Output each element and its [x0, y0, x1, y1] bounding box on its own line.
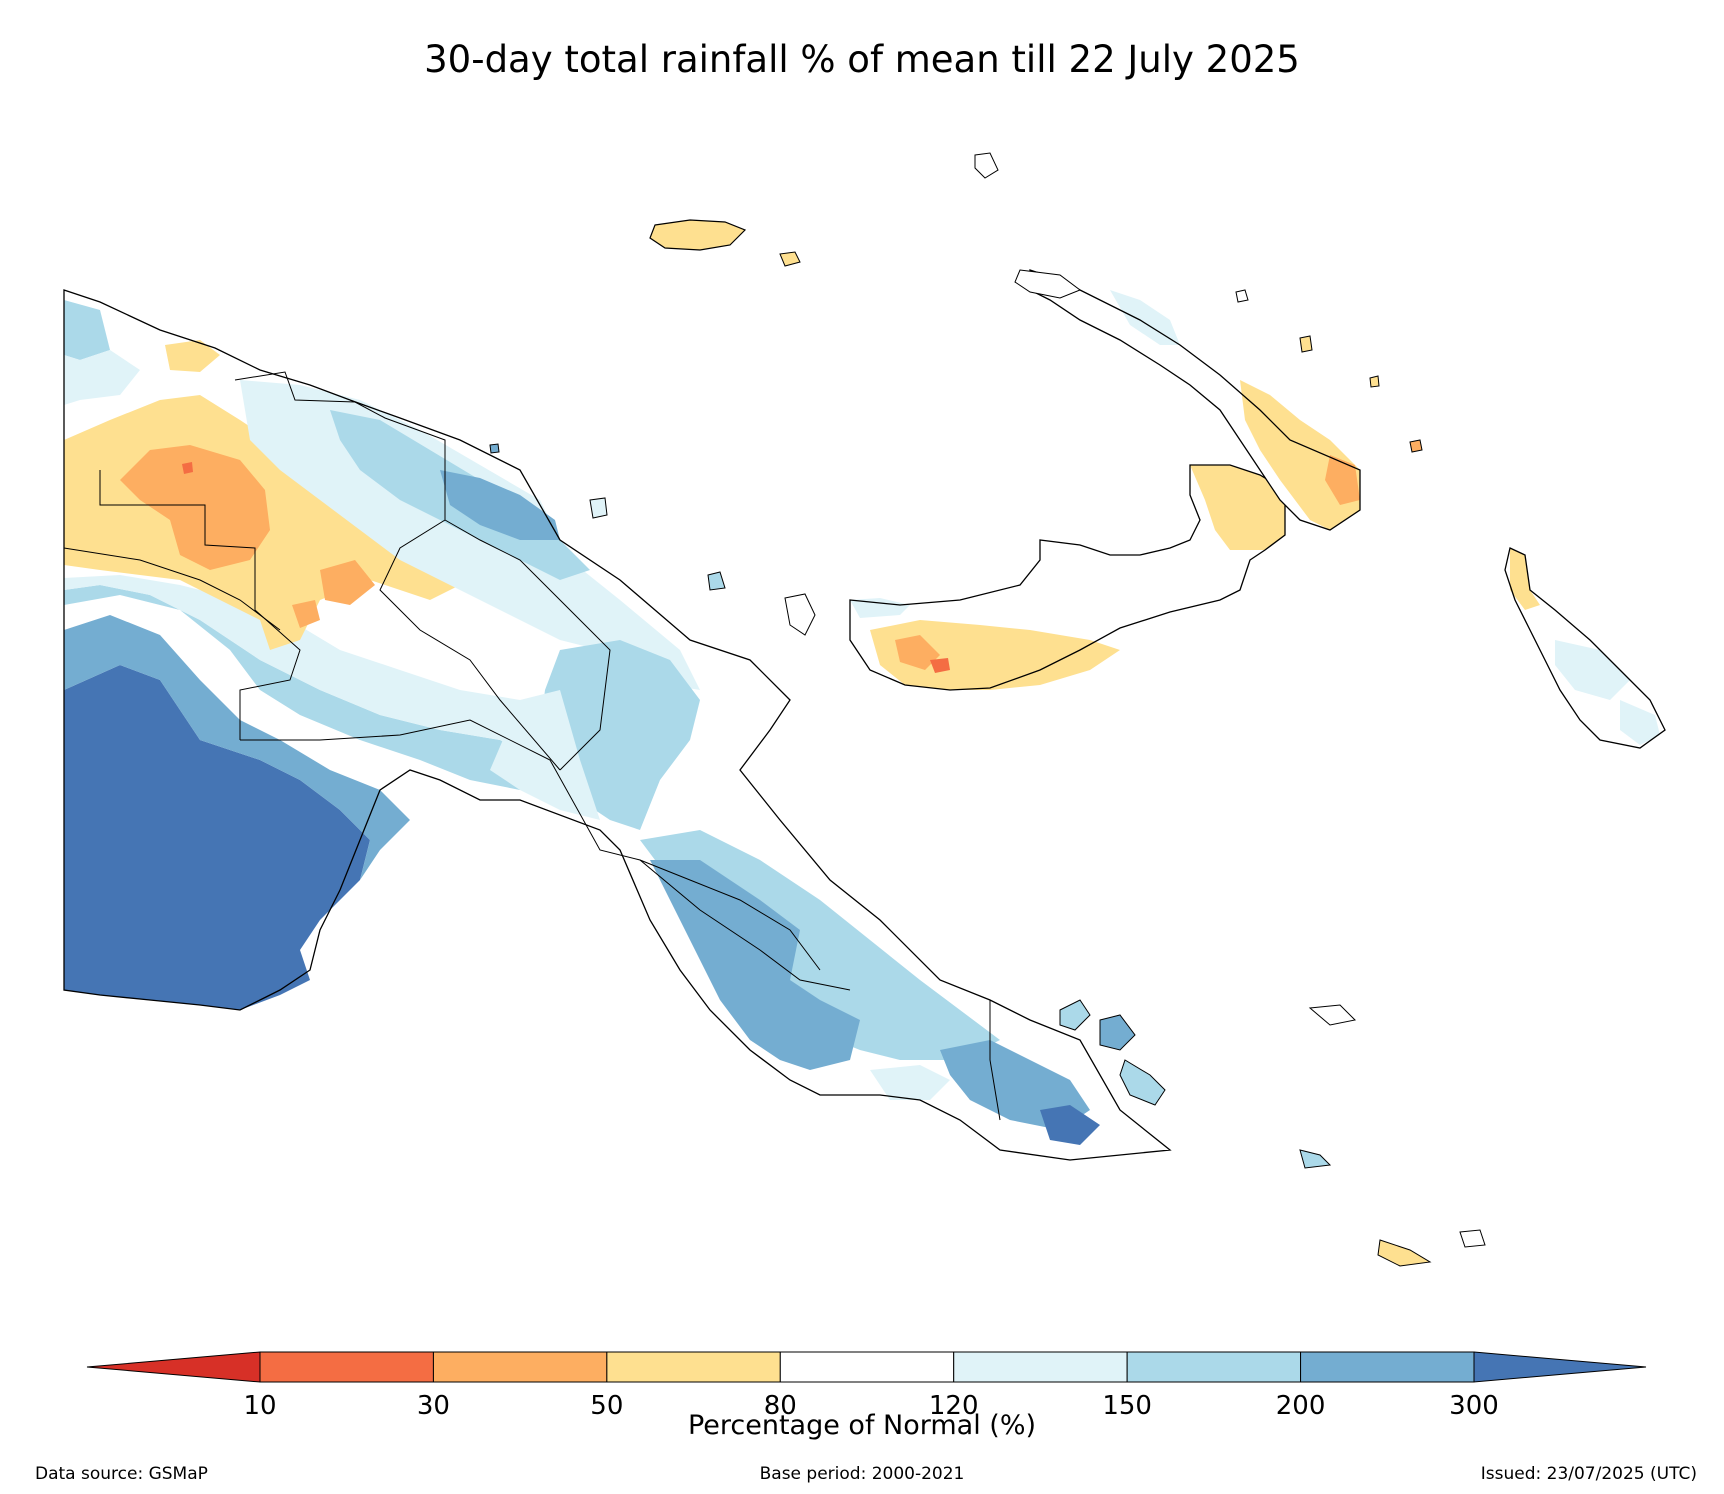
bougainville-south-120-150 [1620, 700, 1660, 745]
mainland-coastline [63, 289, 1172, 1161]
new-britain [849, 464, 1286, 691]
colorbar: 10 30 50 80 120 150 200 300 [86, 1351, 1647, 1421]
colorbar-segment [1300, 1351, 1475, 1383]
region-sepik-200-300 [440, 470, 560, 540]
map-title: 30-day total rainfall % of mean till 22 … [424, 38, 1300, 81]
region-northwest-120-150 [64, 350, 140, 405]
colorbar-segment [1126, 1351, 1302, 1383]
new-britain-west-120-150 [850, 598, 910, 618]
colorbar-arrow-low [86, 1351, 261, 1383]
region-peninsula-tip-gt300 [1040, 1105, 1100, 1145]
base-period: Base period: 2000-2021 [759, 1464, 965, 1484]
small-islands [489, 152, 1486, 1267]
colorbar-segment [953, 1351, 1128, 1383]
new-britain-south-50-80 [870, 620, 1120, 690]
region-peninsula-120-150 [870, 1065, 950, 1100]
manus-island [649, 219, 747, 251]
colorbar-tick-label: 300 [1449, 1391, 1499, 1421]
new-ireland-north-120-150 [1110, 290, 1180, 345]
new-britain-sw-30-50 [895, 635, 940, 670]
new-ireland [1014, 269, 1361, 531]
bougainville-north-50-80 [1510, 548, 1540, 610]
colorbar-segment [259, 1351, 434, 1383]
region-highlands-30-50-b [320, 560, 375, 605]
new-britain-east-50-80 [1190, 465, 1285, 550]
colorbar-tick-label: 30 [417, 1391, 450, 1421]
issued-date: Issued: 23/07/2025 (UTC) [1480, 1464, 1697, 1484]
colorbar-tick-label: 10 [243, 1391, 276, 1421]
region-southwest-200-300 [64, 615, 410, 880]
colorbar-segment [779, 1351, 955, 1383]
colorbar-arrow-high [1473, 1351, 1647, 1383]
new-ireland-coast [1029, 269, 1361, 531]
new-britain-sw-10-30 [930, 658, 950, 673]
region-south-150-200 [64, 585, 540, 790]
region-spine-120-150 [490, 690, 600, 820]
region-nw-50-80 [165, 340, 220, 372]
region-peninsula-east-200-300 [940, 1040, 1090, 1130]
region-highlands-30-50-c [292, 600, 320, 628]
region-southwest-gt300 [64, 665, 370, 1010]
mainland [63, 289, 1172, 1161]
bougainville-coast [1504, 547, 1666, 749]
colorbar-segment [432, 1351, 608, 1383]
colorbar-segment [606, 1351, 781, 1383]
data-source: Data source: GSMaP [35, 1464, 208, 1484]
new-ireland-south-30-50 [1325, 455, 1360, 505]
colorbar-tick-label: 200 [1276, 1391, 1326, 1421]
colorbar-tick-label: 120 [929, 1391, 979, 1421]
colorbar-tick-label: 150 [1102, 1391, 1152, 1421]
new-hanover [1014, 269, 1082, 299]
province-boundaries [63, 371, 1001, 1121]
colorbar-label: Percentage of Normal (%) [687, 1410, 1037, 1441]
region-highlands-30-50 [120, 445, 270, 570]
region-northwest-150-200 [64, 300, 110, 360]
bougainville-120-150 [1555, 640, 1630, 700]
manus-islet [779, 251, 801, 267]
region-peninsula-200-300 [650, 860, 860, 1070]
bougainville [1504, 547, 1666, 749]
new-ireland-south-50-80 [1240, 380, 1360, 530]
colorbar-tick-label: 80 [764, 1391, 797, 1421]
region-central-120-150 [64, 575, 560, 760]
colorbar-tick-label: 50 [590, 1391, 623, 1421]
region-highlands-10-30 [182, 462, 193, 474]
manus [649, 219, 801, 267]
